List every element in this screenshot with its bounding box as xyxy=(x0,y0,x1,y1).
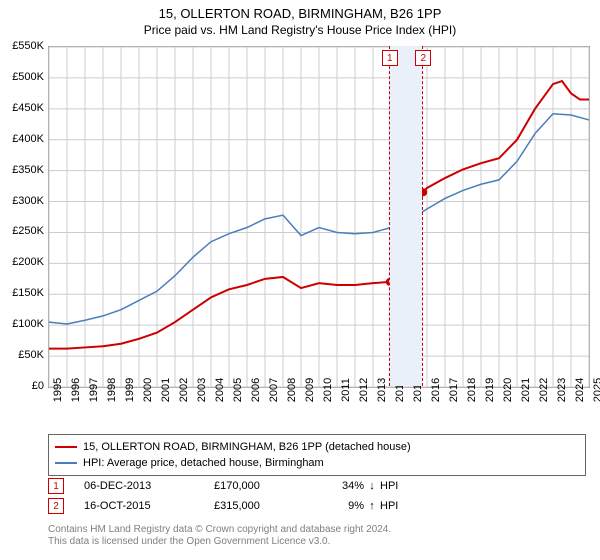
legend-swatch xyxy=(55,462,77,464)
x-tick-label: 2020 xyxy=(502,378,514,402)
chart-container: 15, OLLERTON ROAD, BIRMINGHAM, B26 1PP P… xyxy=(0,0,600,560)
marker-badge-2: 2 xyxy=(48,498,64,514)
marker-row-2: 2 16-OCT-2015 £315,000 9% ↑ HPI xyxy=(48,498,588,514)
legend-label: HPI: Average price, detached house, Birm… xyxy=(83,455,324,471)
y-tick-label: £400K xyxy=(4,133,44,145)
y-tick-label: £150K xyxy=(4,287,44,299)
x-tick-label: 2005 xyxy=(232,378,244,402)
marker-date-1: 06-DEC-2013 xyxy=(84,480,214,492)
x-tick-label: 2010 xyxy=(322,378,334,402)
marker-pct-2: 9% xyxy=(324,500,364,512)
y-tick-label: £550K xyxy=(4,40,44,52)
annotation-badge-1: 1 xyxy=(382,50,398,66)
y-tick-label: £200K xyxy=(4,256,44,268)
plot-svg xyxy=(49,47,589,387)
marker-pct-1: 34% xyxy=(324,480,364,492)
x-tick-label: 2017 xyxy=(448,378,460,402)
marker-vs-2: HPI xyxy=(380,500,398,512)
y-tick-label: £100K xyxy=(4,318,44,330)
legend-box: 15, OLLERTON ROAD, BIRMINGHAM, B26 1PP (… xyxy=(48,434,586,476)
y-tick-label: £300K xyxy=(4,195,44,207)
chart-subtitle: Price paid vs. HM Land Registry's House … xyxy=(0,23,600,37)
marker-row-1: 1 06-DEC-2013 £170,000 34% ↓ HPI xyxy=(48,478,588,494)
x-tick-label: 2025 xyxy=(592,378,600,402)
x-tick-label: 2021 xyxy=(520,378,532,402)
marker-arrow-1: ↓ xyxy=(364,480,380,492)
footnote: Contains HM Land Registry data © Crown c… xyxy=(48,524,391,548)
y-tick-label: £500K xyxy=(4,71,44,83)
x-tick-label: 2001 xyxy=(160,378,172,402)
x-tick-label: 1996 xyxy=(70,378,82,402)
annotation-band xyxy=(389,46,422,386)
plot-area xyxy=(48,46,590,388)
x-tick-label: 1995 xyxy=(52,378,64,402)
marker-vs-1: HPI xyxy=(380,480,398,492)
y-tick-label: £450K xyxy=(4,102,44,114)
x-tick-label: 1997 xyxy=(88,378,100,402)
x-tick-label: 2004 xyxy=(214,378,226,402)
marker-price-1: £170,000 xyxy=(214,480,324,492)
y-tick-label: £50K xyxy=(4,349,44,361)
x-tick-label: 2008 xyxy=(286,378,298,402)
x-tick-label: 2007 xyxy=(268,378,280,402)
x-tick-label: 2009 xyxy=(304,378,316,402)
x-tick-label: 2019 xyxy=(484,378,496,402)
marker-arrow-2: ↑ xyxy=(364,500,380,512)
annotation-line-2 xyxy=(422,46,423,386)
x-tick-label: 2024 xyxy=(574,378,586,402)
marker-date-2: 16-OCT-2015 xyxy=(84,500,214,512)
chart-title: 15, OLLERTON ROAD, BIRMINGHAM, B26 1PP xyxy=(0,0,600,21)
x-tick-label: 2011 xyxy=(340,378,352,402)
legend-swatch xyxy=(55,446,77,448)
annotation-line-1 xyxy=(389,46,390,386)
x-tick-label: 1998 xyxy=(106,378,118,402)
legend-row-1: HPI: Average price, detached house, Birm… xyxy=(55,455,579,471)
annotation-badge-2: 2 xyxy=(415,50,431,66)
x-tick-label: 2016 xyxy=(430,378,442,402)
y-tick-label: £0 xyxy=(4,380,44,392)
marker-badge-1: 1 xyxy=(48,478,64,494)
x-tick-label: 2000 xyxy=(142,378,154,402)
footnote-line-1: Contains HM Land Registry data © Crown c… xyxy=(48,524,391,536)
x-tick-label: 2012 xyxy=(358,378,370,402)
legend-label: 15, OLLERTON ROAD, BIRMINGHAM, B26 1PP (… xyxy=(83,439,411,455)
x-tick-label: 2003 xyxy=(196,378,208,402)
x-tick-label: 2018 xyxy=(466,378,478,402)
x-tick-label: 1999 xyxy=(124,378,136,402)
x-tick-label: 2006 xyxy=(250,378,262,402)
marker-price-2: £315,000 xyxy=(214,500,324,512)
x-tick-label: 2022 xyxy=(538,378,550,402)
legend-row-0: 15, OLLERTON ROAD, BIRMINGHAM, B26 1PP (… xyxy=(55,439,579,455)
x-tick-label: 2013 xyxy=(376,378,388,402)
y-tick-label: £350K xyxy=(4,164,44,176)
x-tick-label: 2002 xyxy=(178,378,190,402)
y-tick-label: £250K xyxy=(4,225,44,237)
footnote-line-2: This data is licensed under the Open Gov… xyxy=(48,536,391,548)
x-tick-label: 2023 xyxy=(556,378,568,402)
